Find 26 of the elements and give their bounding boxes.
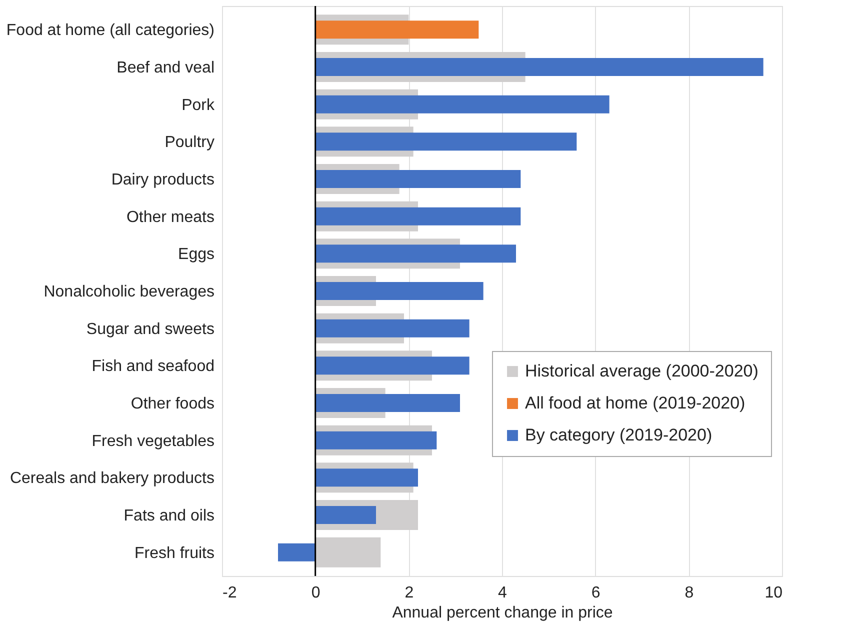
x-tick-label: 8 <box>684 584 694 602</box>
legend-label: Historical average (2000-2020) <box>525 362 758 380</box>
y-tick-label: Fish and seafood <box>92 358 214 376</box>
y-tick-label: Pork <box>182 96 216 114</box>
x-tick-label: 10 <box>764 584 783 602</box>
y-tick-label: Beef and veal <box>116 60 214 76</box>
y-tick-label: Fresh vegetables <box>92 432 214 450</box>
y-tick-label: Food at home (all categories) <box>6 22 214 40</box>
legend-label: All food at home (2019-2020) <box>525 394 746 412</box>
y-tick-label: Sugar and sweets <box>86 320 214 338</box>
legend-label: By category (2019-2020) <box>525 426 712 444</box>
y-tick-label: Nonalcoholic beverages <box>44 284 214 300</box>
x-tick-label: -2 <box>222 584 237 602</box>
y-tick-label: Dairy products <box>111 172 214 188</box>
y-tick-label: Cereals and bakery products <box>10 470 214 488</box>
x-tick-label: 0 <box>311 584 320 602</box>
x-tick-label: 4 <box>498 584 508 602</box>
y-tick-label: Poultry <box>164 134 214 152</box>
x-axis-title: Annual percent change in price <box>392 604 613 622</box>
y-tick-label: Fats and oils <box>124 508 214 524</box>
y-tick-label: Eggs <box>178 246 214 264</box>
y-tick-label: Fresh fruits <box>134 544 214 562</box>
x-tick-label: 2 <box>404 584 414 602</box>
y-tick-label: Other meats <box>126 208 214 226</box>
y-tick-label: Other foods <box>130 396 214 412</box>
x-tick-label: 6 <box>591 584 600 602</box>
